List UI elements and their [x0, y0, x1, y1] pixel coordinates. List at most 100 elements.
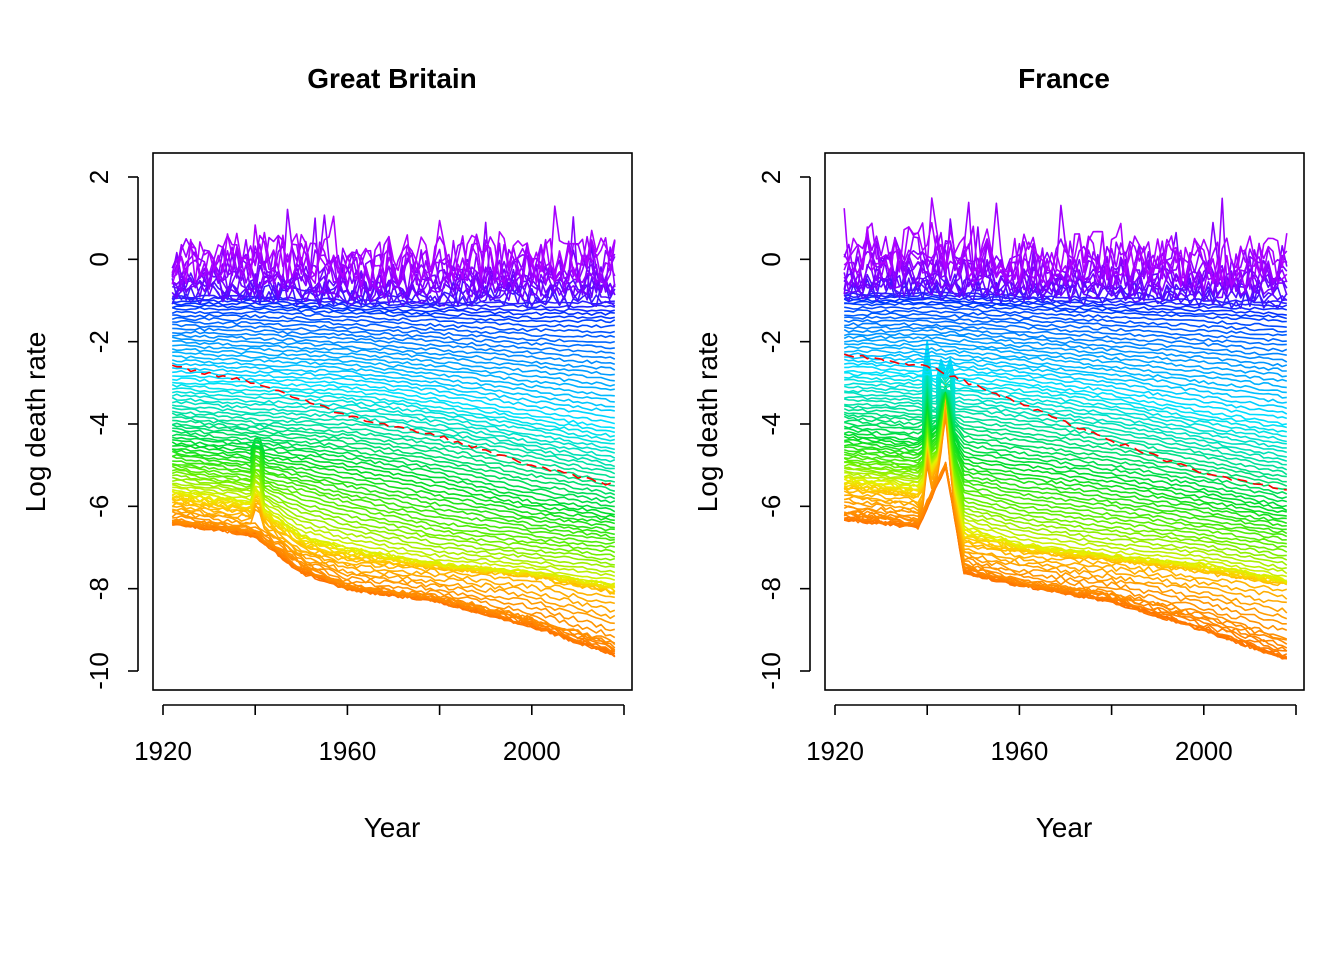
age-line	[172, 327, 615, 355]
age-line	[171, 383, 615, 438]
chart-title: France	[1018, 63, 1110, 94]
age-line	[844, 373, 1288, 471]
panel-great-britain: Great Britain Year Log death rate 1920 19…	[20, 63, 633, 843]
x-tick-label: 2000	[503, 736, 561, 766]
age-line	[844, 350, 1287, 443]
age-line	[171, 519, 615, 656]
age-line	[172, 439, 616, 513]
age-line	[844, 295, 1288, 311]
age-line	[172, 410, 615, 470]
age-line	[171, 304, 615, 320]
age-line	[172, 427, 616, 496]
age-line	[171, 296, 616, 309]
age-line	[171, 424, 616, 492]
x-tick-label: 1960	[990, 736, 1048, 766]
age-line	[172, 377, 615, 429]
age-line	[172, 344, 615, 382]
age-line	[171, 518, 616, 646]
age-line	[843, 226, 1288, 290]
age-line	[172, 406, 616, 468]
age-line	[171, 215, 616, 287]
age-line	[172, 330, 616, 360]
x-axis: 1920 1960 2000	[806, 704, 1297, 766]
age-line	[172, 481, 616, 578]
age-line	[172, 458, 615, 541]
age-line	[172, 485, 616, 581]
age-line	[844, 386, 1288, 553]
age-line	[843, 218, 1288, 296]
age-line	[172, 462, 616, 545]
age-line	[844, 342, 1287, 433]
y-tick-label: -4	[756, 412, 786, 435]
age-line	[171, 488, 616, 586]
age-line	[171, 445, 616, 525]
age-line	[172, 336, 616, 371]
age-line	[172, 367, 615, 412]
x-axis: 1920 1960 2000	[134, 704, 625, 766]
x-axis-label: Year	[1036, 812, 1093, 843]
age-0-line	[843, 353, 1287, 491]
plot-frame	[152, 152, 633, 691]
age-line	[171, 412, 616, 475]
age-line	[843, 390, 1288, 592]
y-axis-label: Log death rate	[20, 332, 51, 513]
y-tick-label: 0	[756, 252, 786, 266]
age-line	[843, 345, 1287, 389]
age-line	[843, 358, 1288, 410]
y-tick-label: 2	[756, 170, 786, 184]
age-line	[843, 385, 1288, 512]
age-line	[844, 394, 1288, 600]
age-line	[843, 332, 1288, 368]
age-line	[171, 258, 616, 299]
y-tick-label: -6	[84, 495, 114, 518]
age-line	[172, 515, 616, 639]
age-line	[844, 387, 1288, 525]
age-line	[171, 362, 615, 408]
age-line	[172, 340, 615, 376]
y-tick-label: -4	[84, 412, 114, 435]
age-line	[844, 387, 1288, 561]
age-line	[843, 335, 1287, 372]
age-line	[171, 454, 615, 536]
age-line	[171, 348, 616, 387]
age-line	[843, 352, 1287, 399]
age-line	[172, 468, 616, 554]
age-line	[171, 400, 616, 459]
age-line	[172, 351, 615, 391]
plot-frame	[824, 152, 1305, 691]
age-line	[843, 221, 1288, 288]
age-line	[844, 362, 1288, 415]
age-line	[844, 380, 1288, 585]
age-line	[844, 342, 1288, 382]
age-line	[172, 508, 616, 620]
age-line	[843, 319, 1287, 346]
age-line	[844, 370, 1287, 426]
age-line	[171, 393, 615, 451]
age-line	[172, 390, 615, 445]
age-line	[171, 301, 615, 316]
age-line	[171, 474, 615, 566]
y-tick-label: 0	[84, 252, 114, 266]
age-line	[172, 333, 616, 366]
x-axis-label: Year	[364, 812, 421, 843]
age-line	[843, 385, 1288, 513]
age-line	[172, 354, 615, 397]
panel-france: France Year Log death rate 1920 1960 2000 …	[692, 63, 1305, 843]
y-tick-label: -6	[756, 495, 786, 518]
y-axis: -10 -8 -6 -4 -2 0 2	[756, 170, 811, 690]
age-line	[172, 313, 616, 334]
age-line	[844, 385, 1288, 575]
age-line	[844, 365, 1288, 420]
age-line	[844, 404, 1288, 620]
y-tick-label: -2	[756, 330, 786, 353]
age-line	[844, 384, 1287, 582]
age-line	[844, 302, 1287, 323]
y-tick-label: -8	[84, 577, 114, 600]
age-line	[171, 316, 616, 339]
age-line	[171, 468, 616, 558]
age-line	[844, 363, 1287, 458]
age-line	[844, 325, 1287, 356]
age-line	[171, 433, 616, 504]
age-line	[844, 386, 1288, 495]
